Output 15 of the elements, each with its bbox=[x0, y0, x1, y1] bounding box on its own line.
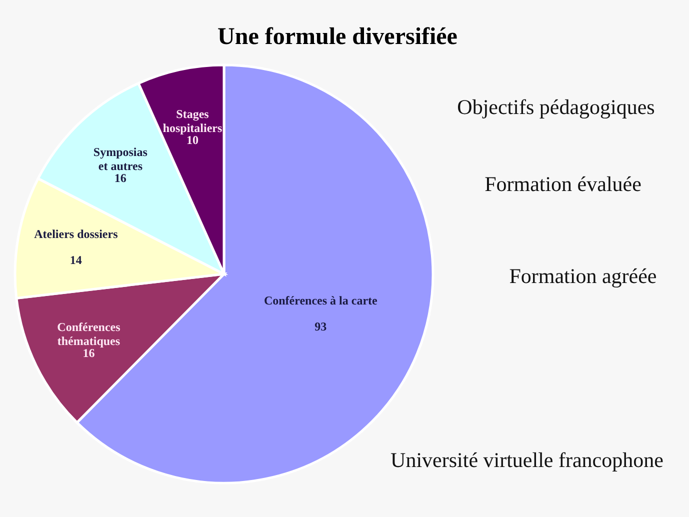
data-label: 14 bbox=[70, 253, 82, 268]
data-label: 16 bbox=[82, 346, 95, 360]
slice-label: Conférences à la carte bbox=[264, 294, 378, 308]
slice-label: Stages hospitaliers bbox=[162, 106, 223, 135]
data-label: 10 bbox=[186, 132, 199, 147]
slice-label: Symposias et autres bbox=[93, 144, 148, 173]
text: Objectifs pédagogiques bbox=[457, 95, 655, 119]
slice-label: Conférences thématiques bbox=[57, 320, 121, 348]
chart-title: Une formule diversifiée bbox=[218, 24, 458, 50]
data-label: 93 bbox=[314, 320, 327, 334]
slice-label: Ateliers dossiers bbox=[34, 227, 118, 242]
data-label: 16 bbox=[114, 170, 126, 185]
text: Université virtuelle francophone bbox=[390, 448, 664, 472]
text: Formation évaluée bbox=[484, 172, 642, 196]
text: Formation agréée bbox=[509, 264, 657, 288]
